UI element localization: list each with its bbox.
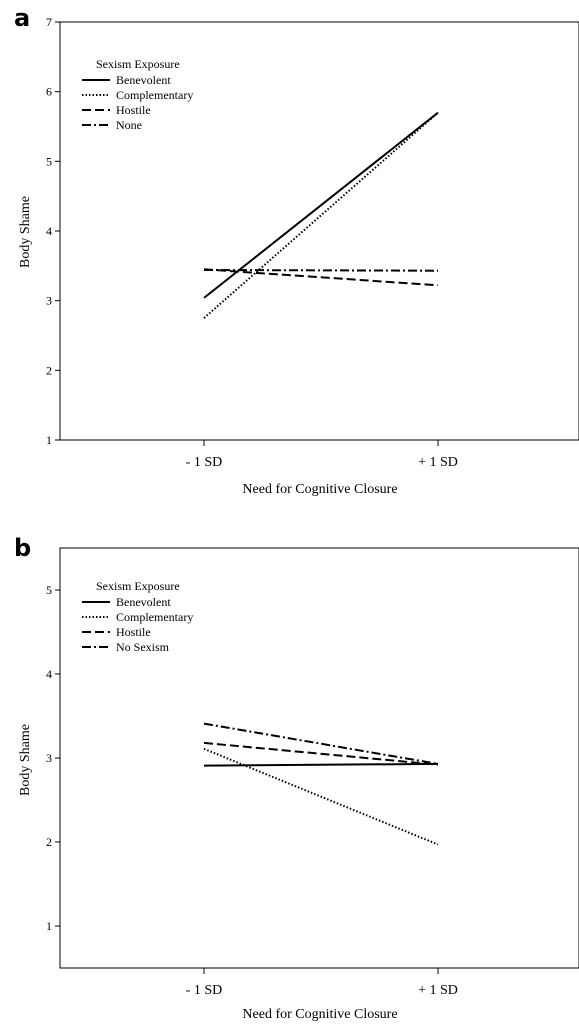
panel-letter: a [14,4,30,32]
y-tick-label: 3 [46,751,52,765]
series-line-none [203,269,439,272]
y-tick-label: 2 [46,835,52,849]
series-line-hostile [203,268,439,287]
series-line-benevolent [203,762,439,767]
y-tick-label: 5 [46,583,52,597]
x-axis-title: Need for Cognitive Closure [242,482,397,497]
series-line-hostile [203,741,439,766]
x-tick-label: + 1 SD [418,983,458,998]
y-tick-label: 6 [46,85,52,99]
legend-title: Sexism Exposure [96,579,180,593]
series-line-no-sexism [203,722,439,765]
x-tick-label: - 1 SD [186,455,223,470]
legend-label-complementary: Complementary [116,88,193,102]
chart-panel-a: a 1 2 3 4 5 6 7 - 1 SD + 1 SD Need for Cognitive C… [14,4,579,497]
x-tick-label: + 1 SD [418,455,458,470]
y-tick-label: 2 [46,363,52,377]
y-tick-label: 1 [46,433,52,447]
legend-label-none: None [116,118,142,132]
y-tick-label: 4 [46,667,52,681]
x-axis-title: Need for Cognitive Closure [242,1007,397,1022]
y-axis-title: Body Shame [18,196,33,268]
panel-letter: b [14,534,31,562]
legend-label-benevolent: Benevolent [116,73,171,87]
series-line-benevolent [203,111,439,299]
y-tick-label: 4 [46,224,52,238]
y-tick-label: 7 [46,15,52,29]
y-tick-label: 5 [46,154,52,168]
y-tick-label: 3 [46,294,52,308]
legend-label-hostile: Hostile [116,625,151,639]
y-tick-label: 1 [46,919,52,933]
x-tick-label: - 1 SD [186,983,223,998]
y-axis-title: Body Shame [18,724,33,796]
legend-label-hostile: Hostile [116,103,151,117]
legend-title: Sexism Exposure [96,57,180,71]
chart-panel-b: b 1 2 3 4 5 - 1 SD + 1 SD Need for Cognitive Clo… [14,534,579,1022]
legend-label-complementary: Complementary [116,610,193,624]
legend-label-benevolent: Benevolent [116,595,171,609]
series-line-complementary [203,747,439,846]
legend-label-no-sexism: No Sexism [116,640,170,654]
series-line-complementary [203,111,439,319]
